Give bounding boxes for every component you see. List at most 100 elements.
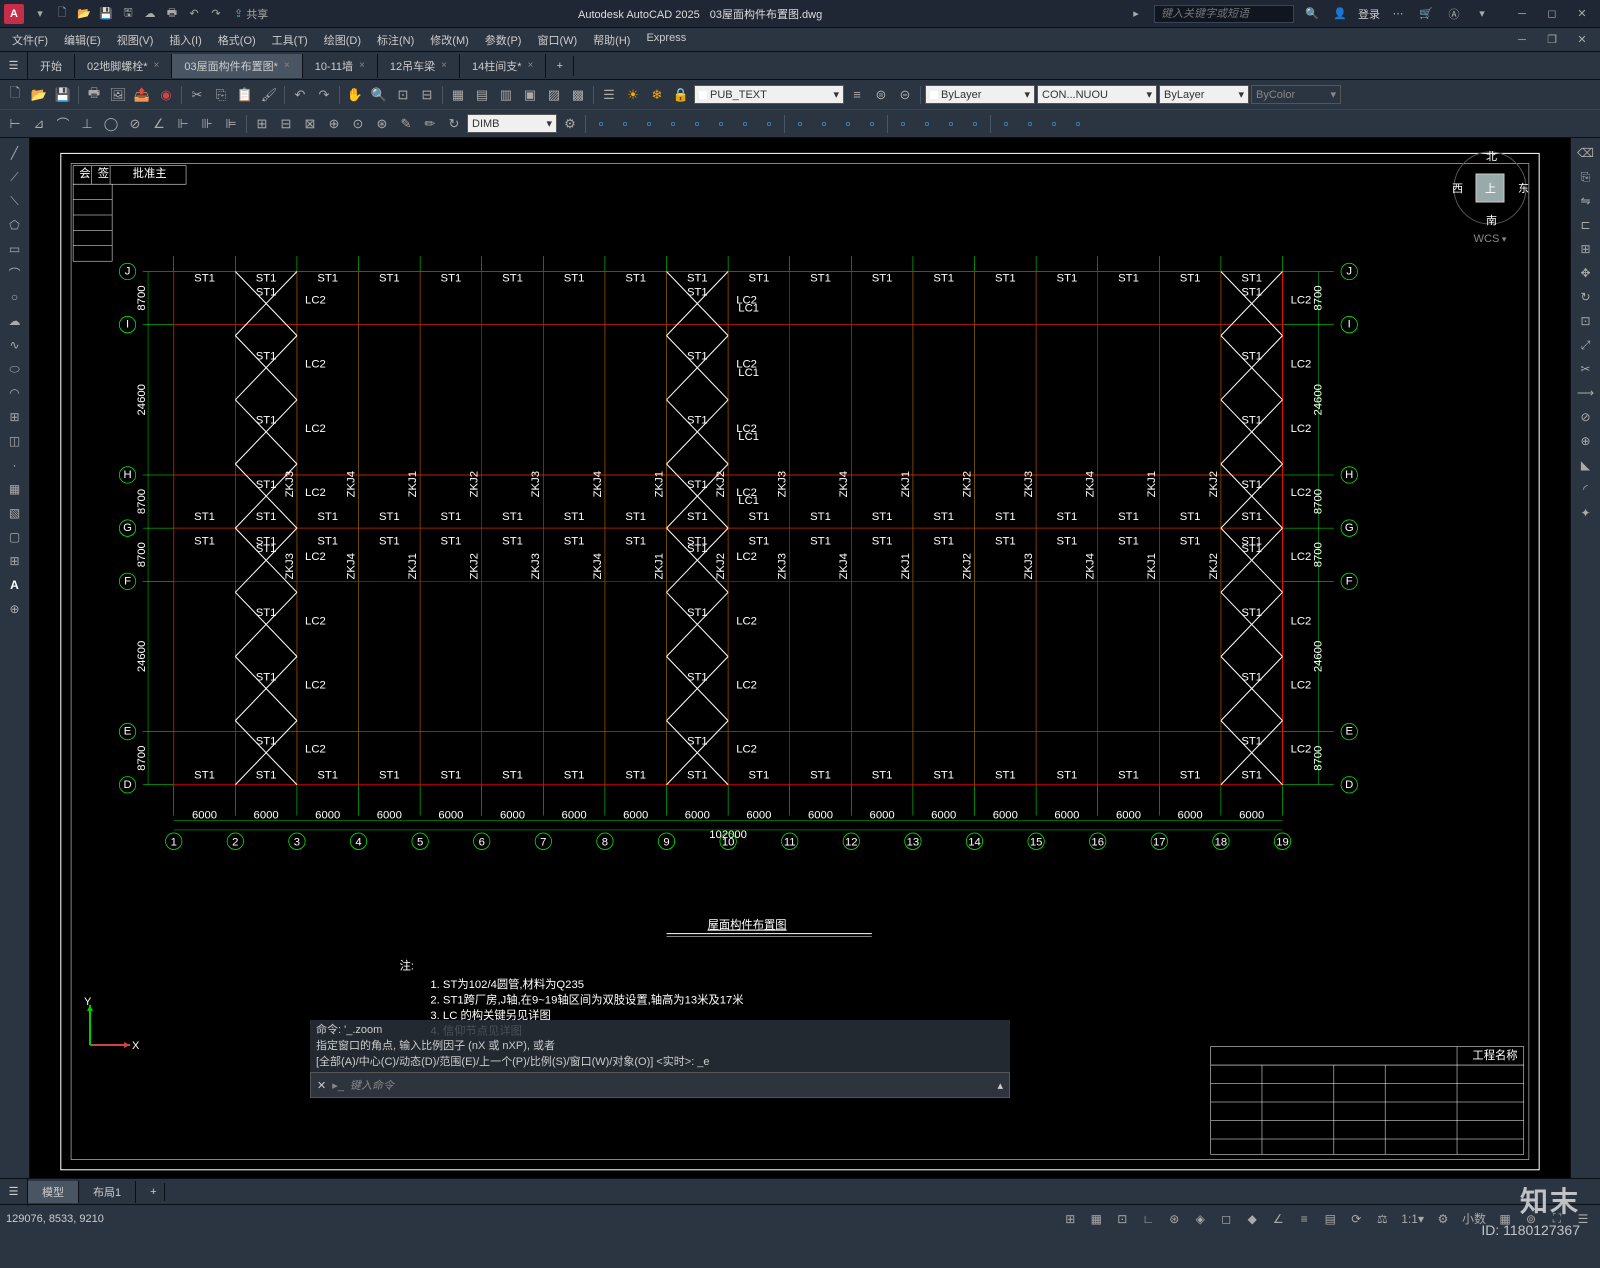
hamburger-icon[interactable]: ☰ <box>0 52 28 80</box>
saveas-icon[interactable]: 🖫 <box>118 4 138 24</box>
viewcube[interactable]: 上 北 南 西 东 WCS ▾ <box>1450 148 1530 228</box>
sb-grid-icon[interactable]: ▦ <box>1085 1209 1107 1229</box>
xline-icon[interactable]: ⟍ <box>2 190 28 212</box>
cmd-up-icon[interactable]: ▴ <box>997 1079 1003 1092</box>
tb-save-icon[interactable]: 💾 <box>52 84 74 106</box>
dim-quick-icon[interactable]: ⊩ <box>172 113 194 135</box>
filetab[interactable]: 03屋面构件布置图*× <box>172 54 302 78</box>
r9-icon[interactable]: ▫ <box>789 113 811 135</box>
region-icon[interactable]: ▢ <box>2 526 28 548</box>
tb-plot-icon[interactable]: 🖶 <box>83 84 105 106</box>
join-icon[interactable]: ⊕ <box>1573 430 1599 452</box>
tb-match-icon[interactable]: 🖌 <box>258 84 280 106</box>
pline-icon[interactable]: ⟋ <box>2 166 28 188</box>
linetype-dropdown[interactable]: CON...NUOU▾ <box>1037 85 1157 104</box>
r8-icon[interactable]: ▫ <box>758 113 780 135</box>
tb-preview-icon[interactable]: 🖼 <box>107 84 129 106</box>
dim-update-icon[interactable]: ↻ <box>443 113 465 135</box>
ellipsearc-icon[interactable]: ◠ <box>2 382 28 404</box>
r20-icon[interactable]: ▫ <box>1067 113 1089 135</box>
dim-break-icon[interactable]: ⊟ <box>275 113 297 135</box>
spline-icon[interactable]: ∿ <box>2 334 28 356</box>
circle-icon[interactable]: ○ <box>2 286 28 308</box>
mtext-icon[interactable]: A <box>2 574 28 596</box>
filetab[interactable]: 10-11墙× <box>303 54 378 78</box>
model-tab[interactable]: 模型 <box>28 1181 79 1203</box>
start-tab[interactable]: 开始 <box>28 54 75 78</box>
sb-trans-icon[interactable]: ▤ <box>1319 1209 1341 1229</box>
add-tab-icon[interactable]: + <box>546 56 574 76</box>
dim-rad-icon[interactable]: ◯ <box>100 113 122 135</box>
tb-open-icon[interactable]: 📂 <box>28 84 50 106</box>
dim-inspect-icon[interactable]: ⊙ <box>347 113 369 135</box>
cmd-prompt[interactable]: 键入命令 <box>350 1077 394 1093</box>
redo-icon[interactable]: ↷ <box>206 4 226 24</box>
rotate-icon[interactable]: ↻ <box>1573 286 1599 308</box>
break-icon[interactable]: ⊘ <box>1573 406 1599 428</box>
menu-帮助(H)[interactable]: 帮助(H) <box>585 30 638 50</box>
r5-icon[interactable]: ▫ <box>686 113 708 135</box>
search-icon[interactable]: 🔍 <box>1302 4 1322 24</box>
tb-copy-icon[interactable]: ⎘ <box>210 84 232 106</box>
r13-icon[interactable]: ▫ <box>892 113 914 135</box>
dim-cont-icon[interactable]: ⊫ <box>220 113 242 135</box>
dim-aligned-icon[interactable]: ⊿ <box>28 113 50 135</box>
tb-zoomwin-icon[interactable]: ⊡ <box>392 84 414 106</box>
sb-snap-icon[interactable]: ⊡ <box>1111 1209 1133 1229</box>
r10-icon[interactable]: ▫ <box>813 113 835 135</box>
point-icon[interactable]: · <box>2 454 28 476</box>
login-label[interactable]: 登录 <box>1358 6 1380 22</box>
doc-restore-icon[interactable]: ❐ <box>1538 30 1566 50</box>
dimstyle-dropdown[interactable]: DIMB▾ <box>467 114 557 133</box>
command-line[interactable]: 命令: '_.zoom 指定窗口的角点, 输入比例因子 (nX 或 nXP), … <box>310 1020 1010 1098</box>
r17-icon[interactable]: ▫ <box>995 113 1017 135</box>
sb-ann-icon[interactable]: ⚖ <box>1371 1209 1393 1229</box>
title-chevron-icon[interactable]: ▸ <box>1126 4 1146 24</box>
scale-icon[interactable]: ⊡ <box>1573 310 1599 332</box>
layout1-tab[interactable]: 布局1 <box>79 1181 136 1203</box>
sb-osnap-icon[interactable]: ◻ <box>1215 1209 1237 1229</box>
dim-linear-icon[interactable]: ⊢ <box>4 113 26 135</box>
tb-pan-icon[interactable]: ✋ <box>344 84 366 106</box>
minimize-icon[interactable]: ─ <box>1508 4 1536 24</box>
doc-close-icon[interactable]: ✕ <box>1568 30 1596 50</box>
save-icon[interactable]: 💾 <box>96 4 116 24</box>
r2-icon[interactable]: ▫ <box>614 113 636 135</box>
sb-gear-icon[interactable]: ⚙ <box>1432 1209 1454 1229</box>
arc-icon[interactable]: ⌒ <box>2 262 28 284</box>
tb-sun-icon[interactable]: ☀ <box>622 84 644 106</box>
tb-new-icon[interactable]: 🗋 <box>4 84 26 106</box>
menu-插入(I)[interactable]: 插入(I) <box>161 30 209 50</box>
table-icon[interactable]: ⊞ <box>2 550 28 572</box>
plotstyle-dropdown[interactable]: ByColor▾ <box>1251 85 1341 104</box>
fillet-icon[interactable]: ◜ <box>1573 478 1599 500</box>
color-dropdown[interactable]: ByLayer▾ <box>925 85 1035 104</box>
r6-icon[interactable]: ▫ <box>710 113 732 135</box>
dim-tol-icon[interactable]: ⊠ <box>299 113 321 135</box>
mirror-icon[interactable]: ⇋ <box>1573 190 1599 212</box>
trim-icon[interactable]: ✂ <box>1573 358 1599 380</box>
menu-视图(V)[interactable]: 视图(V) <box>109 30 162 50</box>
web-icon[interactable]: ☁ <box>140 4 160 24</box>
r1-icon[interactable]: ▫ <box>590 113 612 135</box>
stretch-icon[interactable]: ⤢ <box>1573 334 1599 356</box>
wcs-label[interactable]: WCS <box>1474 233 1500 245</box>
block-icon[interactable]: ◫ <box>2 430 28 452</box>
doc-minimize-icon[interactable]: ─ <box>1508 30 1536 50</box>
dim-base-icon[interactable]: ⊪ <box>196 113 218 135</box>
offset-icon[interactable]: ⊏ <box>1573 214 1599 236</box>
tb-props-icon[interactable]: ▦ <box>447 84 469 106</box>
sb-3dosnap-icon[interactable]: ◆ <box>1241 1209 1263 1229</box>
undo-icon[interactable]: ↶ <box>184 4 204 24</box>
explode-icon[interactable]: ✦ <box>1573 502 1599 524</box>
model-hamburger-icon[interactable]: ☰ <box>0 1178 28 1206</box>
menu-修改(M)[interactable]: 修改(M) <box>422 30 477 50</box>
r3-icon[interactable]: ▫ <box>638 113 660 135</box>
dim-ang-icon[interactable]: ∠ <box>148 113 170 135</box>
tb-ssm-icon[interactable]: ▣ <box>519 84 541 106</box>
tb-layermatch-icon[interactable]: ⊜ <box>870 84 892 106</box>
menu-标注(N)[interactable]: 标注(N) <box>369 30 422 50</box>
r4-icon[interactable]: ▫ <box>662 113 684 135</box>
sb-iso-icon[interactable]: ◈ <box>1189 1209 1211 1229</box>
exchange-icon[interactable]: ⋯ <box>1388 4 1408 24</box>
